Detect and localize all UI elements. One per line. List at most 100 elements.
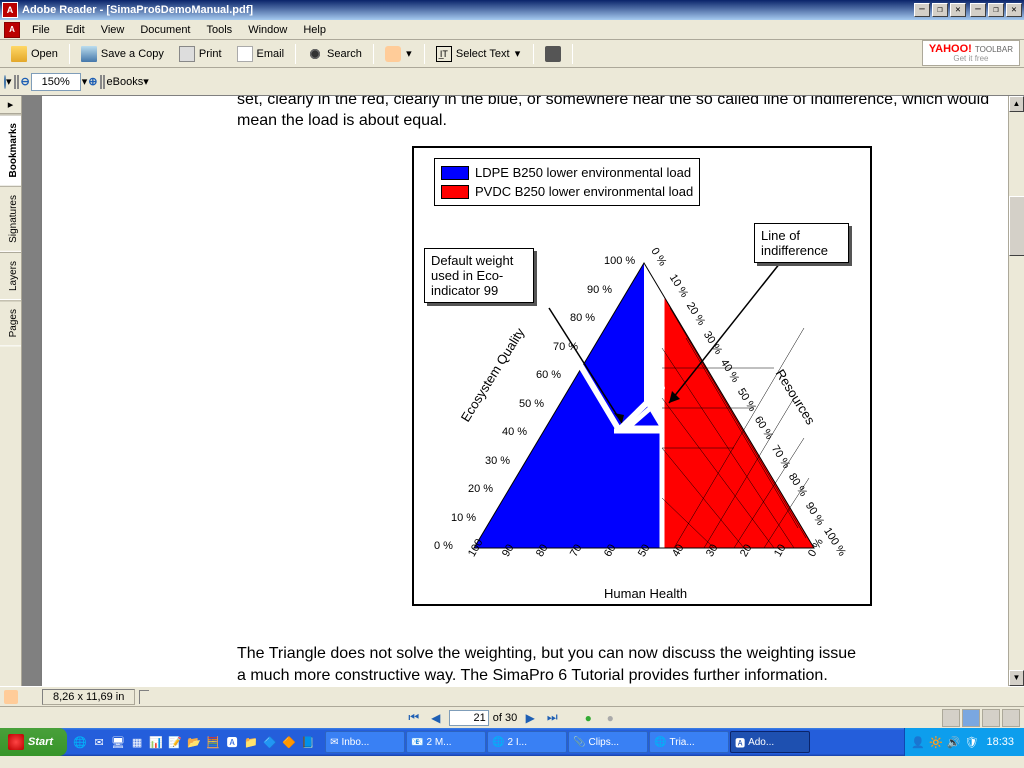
tray-icon-2[interactable]: 🔆 bbox=[929, 736, 943, 749]
rotate-cw-button[interactable] bbox=[103, 76, 105, 88]
app-close-button[interactable]: ✕ bbox=[1006, 3, 1022, 17]
menu-edit[interactable]: Edit bbox=[58, 22, 93, 38]
zoom-dropdown[interactable]: ▾ bbox=[82, 75, 88, 88]
rotate-cw-icon bbox=[103, 75, 105, 89]
select-text-button[interactable]: I̲TSelect Text▾ bbox=[429, 43, 529, 65]
main-toolbar: Open Save a Copy Print Email Search ▾ I̲… bbox=[0, 40, 1024, 68]
doc-close-button[interactable]: ✕ bbox=[950, 3, 966, 17]
single-page-button[interactable] bbox=[942, 709, 960, 727]
search-button[interactable]: Search bbox=[300, 43, 369, 65]
sidetab-bookmarks[interactable]: Bookmarks bbox=[0, 114, 21, 186]
nav-forward-button[interactable]: ● bbox=[601, 709, 619, 727]
prev-page-button[interactable]: ◀ bbox=[427, 709, 445, 727]
open-button[interactable]: Open bbox=[4, 43, 65, 65]
facing-button[interactable] bbox=[982, 709, 1000, 727]
zoom-input[interactable] bbox=[31, 73, 81, 91]
task-tria[interactable]: 🌐Tria... bbox=[649, 731, 729, 753]
ql-app9-icon[interactable]: 🔶 bbox=[280, 732, 298, 752]
ql-app4-icon[interactable]: 📂 bbox=[185, 732, 203, 752]
vertical-scrollbar[interactable]: ▲ ▼ bbox=[1008, 96, 1024, 686]
task-inbox[interactable]: ✉Inbo... bbox=[325, 731, 405, 753]
hand-tool-button[interactable]: ▾ bbox=[378, 43, 420, 65]
scroll-up-button[interactable]: ▲ bbox=[1009, 96, 1024, 112]
app-minimize-button[interactable]: ─ bbox=[970, 3, 986, 17]
camera-icon bbox=[545, 46, 561, 62]
body-text-bottom2: a much more constructive way. The SimaPr… bbox=[237, 666, 1017, 686]
nav-back-button[interactable]: ● bbox=[579, 709, 597, 727]
sidetab-signatures[interactable]: Signatures bbox=[0, 186, 21, 252]
fit-width-button[interactable] bbox=[17, 76, 19, 88]
ql-app5-icon[interactable]: 🧮 bbox=[204, 732, 222, 752]
menu-bar: A File Edit View Document Tools Window H… bbox=[0, 20, 1024, 40]
callout-line-indifference: Line of indifference bbox=[754, 223, 849, 263]
doc-restore-button[interactable]: ❐ bbox=[932, 3, 948, 17]
ql-app1-icon[interactable]: ▦ bbox=[128, 732, 146, 752]
menu-document[interactable]: Document bbox=[132, 22, 198, 38]
task-2m[interactable]: 📧2 M... bbox=[406, 731, 486, 753]
windows-logo-icon bbox=[8, 734, 24, 750]
email-button[interactable]: Email bbox=[230, 43, 292, 65]
ql-app3-icon[interactable]: 📝 bbox=[166, 732, 184, 752]
side-panel-toggle[interactable]: ▸ bbox=[0, 96, 21, 114]
task-clips[interactable]: 📎Clips... bbox=[568, 731, 648, 753]
zoom-out-button[interactable]: ⊖ bbox=[21, 75, 30, 88]
ql-app8-icon[interactable]: 🔷 bbox=[261, 732, 279, 752]
ql-app2-icon[interactable]: 📊 bbox=[147, 732, 165, 752]
ql-ie-icon[interactable]: 🌐 bbox=[71, 732, 89, 752]
print-button[interactable]: Print bbox=[172, 43, 229, 65]
select-text-icon: I̲T bbox=[436, 46, 452, 62]
page-total-label: of 30 bbox=[493, 712, 517, 724]
snapshot-button[interactable] bbox=[538, 43, 568, 65]
body-text-top: set, clearly in the red, clearly in the … bbox=[237, 96, 1007, 132]
zoom-in-button[interactable]: ⊕ bbox=[88, 75, 97, 88]
menu-tools[interactable]: Tools bbox=[199, 22, 241, 38]
ebooks-button[interactable]: eBooks▾ bbox=[107, 75, 149, 88]
save-copy-button[interactable]: Save a Copy bbox=[74, 43, 171, 65]
callout-default-weight: Default weight used in Eco-indicator 99 bbox=[424, 248, 534, 303]
start-button[interactable]: Start bbox=[0, 728, 67, 756]
side-panel-tabs: ▸ Bookmarks Signatures Layers Pages bbox=[0, 96, 22, 686]
document-viewport[interactable]: set, clearly in the red, clearly in the … bbox=[22, 96, 1024, 686]
fit-width-icon bbox=[17, 75, 19, 89]
tray-icon-1[interactable]: 👤 bbox=[911, 736, 925, 749]
open-icon bbox=[11, 46, 27, 62]
first-page-button[interactable]: ⏮ bbox=[405, 709, 423, 727]
ql-app7-icon[interactable]: 📁 bbox=[242, 732, 260, 752]
clock[interactable]: 18:33 bbox=[982, 736, 1018, 748]
view-mode-buttons bbox=[942, 709, 1020, 727]
menu-window[interactable]: Window bbox=[240, 22, 295, 38]
email-icon bbox=[237, 46, 253, 62]
yahoo-toolbar-ad[interactable]: YAHOO! TOOLBAR Get it free bbox=[922, 40, 1020, 66]
doc-minimize-button[interactable]: ─ bbox=[914, 3, 930, 17]
task-2i[interactable]: 🌐2 I... bbox=[487, 731, 567, 753]
sidetab-pages[interactable]: Pages bbox=[0, 300, 21, 346]
task-adobe[interactable]: 🅰Ado... bbox=[730, 731, 810, 753]
menu-help[interactable]: Help bbox=[295, 22, 334, 38]
doc-icon[interactable]: A bbox=[4, 22, 20, 38]
main-area: ▸ Bookmarks Signatures Layers Pages set,… bbox=[0, 96, 1024, 686]
page-number-input[interactable] bbox=[449, 710, 489, 726]
ql-app6-icon[interactable]: 🅰 bbox=[223, 732, 241, 752]
taskbar-tasks: ✉Inbo... 📧2 M... 🌐2 I... 📎Clips... 🌐Tria… bbox=[321, 731, 904, 753]
app-restore-button[interactable]: ❐ bbox=[988, 3, 1004, 17]
tray-icon-4[interactable]: 🛡 bbox=[965, 736, 979, 749]
menu-file[interactable]: File bbox=[24, 22, 58, 38]
status-icon bbox=[4, 690, 18, 704]
axis-label-bottom: Human Health bbox=[604, 586, 687, 601]
scroll-down-button[interactable]: ▼ bbox=[1009, 670, 1024, 686]
search-icon bbox=[307, 46, 323, 62]
scroll-thumb[interactable] bbox=[1009, 196, 1024, 256]
sidetab-layers[interactable]: Layers bbox=[0, 252, 21, 300]
fit-page-button[interactable] bbox=[14, 76, 16, 88]
continuous-facing-button[interactable] bbox=[1002, 709, 1020, 727]
menu-view[interactable]: View bbox=[93, 22, 133, 38]
ql-outlook-icon[interactable]: ✉ bbox=[90, 732, 108, 752]
rotate-ccw-button[interactable] bbox=[100, 76, 102, 88]
last-page-button[interactable]: ⏭ bbox=[543, 709, 561, 727]
ql-app10-icon[interactable]: 📘 bbox=[299, 732, 317, 752]
continuous-button[interactable] bbox=[962, 709, 980, 727]
zoom-tool-button[interactable]: ▾ bbox=[4, 75, 12, 88]
next-page-button[interactable]: ▶ bbox=[521, 709, 539, 727]
tray-icon-3[interactable]: 🔊 bbox=[947, 736, 961, 749]
ql-desktop-icon[interactable]: 🖥 bbox=[109, 732, 127, 752]
